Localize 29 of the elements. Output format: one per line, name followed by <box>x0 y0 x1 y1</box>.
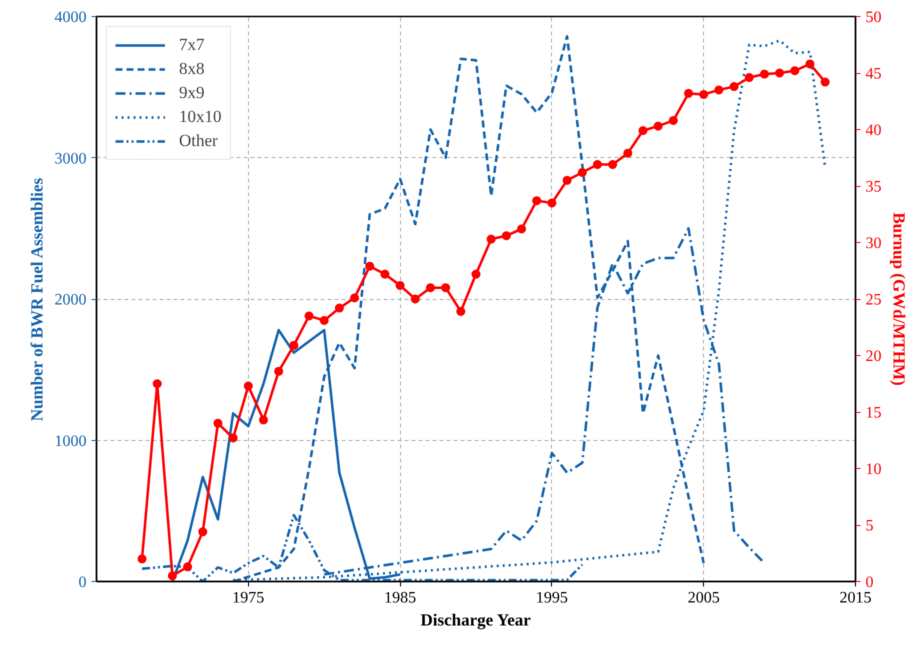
x-tick-label: 1985 <box>384 590 416 606</box>
y2-axis-title: Burnup (GWd/MTHM) <box>890 212 908 386</box>
x-tick-label: 1975 <box>232 590 264 606</box>
y-tick-label: 4000 <box>54 9 86 26</box>
x-tick-label: 2005 <box>688 590 720 606</box>
y2-tick-label: 0 <box>866 574 874 591</box>
y2-tick-label: 50 <box>866 9 882 26</box>
y2-tick-label: 45 <box>866 66 882 82</box>
y2-tick-label: 30 <box>866 235 882 252</box>
x-axis-title: Discharge Year <box>420 610 532 630</box>
y2-tick-label: 40 <box>866 122 882 139</box>
y-tick-label: 1000 <box>54 432 86 450</box>
y2-tick-label: 20 <box>866 348 882 365</box>
legend-label: 7x7 <box>179 35 204 55</box>
y2-tick-label: 5 <box>866 518 874 534</box>
x-tick-label: 2015 <box>840 590 872 606</box>
y-tick-label: 0 <box>78 574 86 591</box>
x-tick-label: 1995 <box>536 590 568 606</box>
y-tick-label: 2000 <box>54 292 86 308</box>
y-tick-label: 3000 <box>54 150 86 168</box>
legend-label: 10x10 <box>179 107 222 127</box>
y2-tick-label: 35 <box>866 178 882 196</box>
legend-label: 8x8 <box>179 59 204 79</box>
y2-tick-label: 10 <box>866 461 882 478</box>
legend-label: 9x9 <box>179 83 204 103</box>
legend-label: Other <box>179 131 218 151</box>
y2-tick-label: 15 <box>866 404 882 422</box>
y2-tick-label: 25 <box>866 292 882 308</box>
y-axis-title: Number of BWR Fuel Assemblies <box>28 178 46 422</box>
